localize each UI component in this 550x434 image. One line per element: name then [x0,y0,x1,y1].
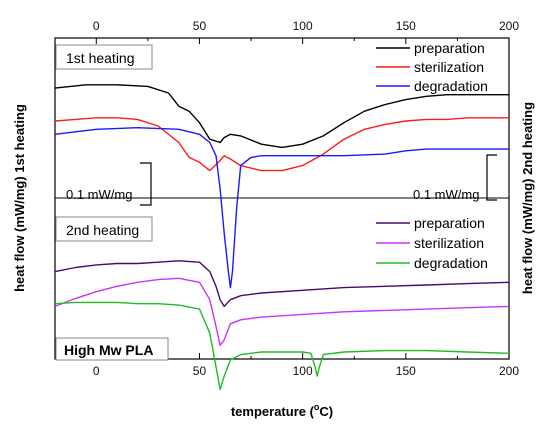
x-tick-label-bottom-200: 200 [499,364,519,378]
x-tick-label-top-200: 200 [499,19,519,33]
x-tick-label-top-150: 150 [396,19,416,33]
panel-2-label: 2nd heating [66,222,139,238]
x-tick-label-top-0: 0 [93,19,100,33]
series-line-p1-preparation [54,84,509,149]
scale-bar-left [140,162,152,206]
legend-label-p2-preparation: preparation [414,215,485,231]
legend-label-p2-sterilization: sterilization [414,235,484,251]
scale-label-right: 0.1 mW/mg [413,187,479,202]
x-axis-title-unit: C) [319,404,333,419]
legend-label-p1-preparation: preparation [414,40,485,56]
scale-label-left: 0.1 mW/mg [66,187,132,202]
legend-label-p2-degradation: degradation [414,255,488,271]
series-line-p1-sterilization [54,117,509,172]
annotation-label: High Mw PLA [64,342,153,358]
scale-bar-right [486,154,497,201]
series-layer [54,84,510,391]
x-tick-label-bottom-100: 100 [293,364,313,378]
x-tick-label-bottom-150: 150 [396,364,416,378]
legend-label-p1-degradation: degradation [414,78,488,94]
x-tick-label-bottom-50: 50 [193,364,207,378]
series-line-p2-degradation [54,301,510,391]
annotation-box [55,337,169,361]
series-line-p2-preparation [54,260,510,308]
y-axis-title-right: heat flow (mW/mg) 2nd heating [520,102,535,294]
x-axis-title-degree: o [314,402,320,412]
axis-ticks: 0 0 50 50 100 100 150 150 200 200 [93,19,519,378]
x-tick-label-bottom-0: 0 [93,364,100,378]
y-axis-title-left: heat flow (mW/mg) 1st heating [12,104,27,292]
panel-1-label: 1st heating [66,50,135,66]
panel-2-label-box [55,216,153,242]
series-line-p1-degradation [54,126,509,289]
x-tick-label-top-100: 100 [293,19,313,33]
series-line-p2-sterilization [54,277,510,346]
x-axis-title-main: temperature ( [231,404,315,419]
panel-1-label-box [55,44,153,70]
x-tick-label-top-50: 50 [193,19,207,33]
x-axis-title: temperature (oC) [231,402,333,419]
legend-label-p1-sterilization: sterilization [414,59,484,75]
